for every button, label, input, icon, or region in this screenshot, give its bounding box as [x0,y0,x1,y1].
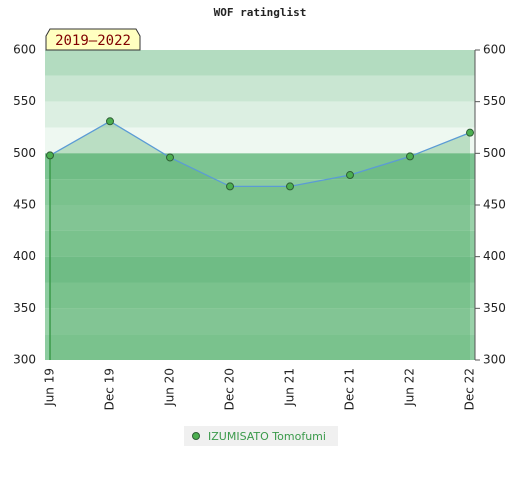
background-band [45,308,475,335]
y2-tick-label: 600 [483,43,506,57]
background-band [45,282,475,309]
legend-marker [192,432,200,440]
marker [346,171,354,180]
background-band [45,127,475,154]
marker [406,152,414,161]
background-band [45,205,475,231]
badge-box [45,28,141,51]
badge: 2019–2022 [55,33,131,49]
y-tick-label: 450 [13,198,36,212]
marker [46,151,54,160]
background-band [45,153,475,180]
background-band [45,334,475,360]
y2-tick-label: 550 [483,94,506,108]
y-tick-label: 500 [13,146,36,160]
y-tick-label: 400 [13,249,36,263]
marker [106,117,114,126]
legend-box [184,426,338,446]
background-band [45,256,475,283]
y-tick-label: 300 [13,353,36,367]
x-tick-label: Jun 21 [283,368,297,407]
y-tick-label: 550 [13,94,36,108]
background-band [45,75,475,102]
marker [286,182,294,191]
background-band [45,50,475,76]
plot-area [45,50,475,360]
line [49,120,471,188]
background-band [45,101,475,128]
y2-tick-label: 300 [483,353,506,367]
x-tick-label: Dec 22 [463,368,477,410]
x-tick-label: Dec 21 [343,368,357,410]
y2-tick-label: 500 [483,146,506,160]
x-tick-label: Jun 19 [43,368,57,407]
area [50,121,470,360]
x-tick-label: Dec 20 [223,368,237,410]
legend-label: IZUMISATO Tomofumi [208,430,326,443]
x-tick-label: Dec 19 [103,368,117,410]
marker [166,153,174,162]
background-band [45,179,475,205]
chart-title: WOF ratinglist [214,6,307,19]
background-band [45,230,475,257]
y2-tick-label: 350 [483,301,506,315]
marker [226,182,234,191]
y2-tick-label: 400 [483,249,506,263]
x-tick-label: Jun 20 [163,368,177,407]
y-tick-label: 600 [13,43,36,57]
x-tick-label: Jun 22 [403,368,417,407]
marker [466,128,474,137]
y2-tick-label: 450 [483,198,506,212]
y-tick-label: 350 [13,301,36,315]
